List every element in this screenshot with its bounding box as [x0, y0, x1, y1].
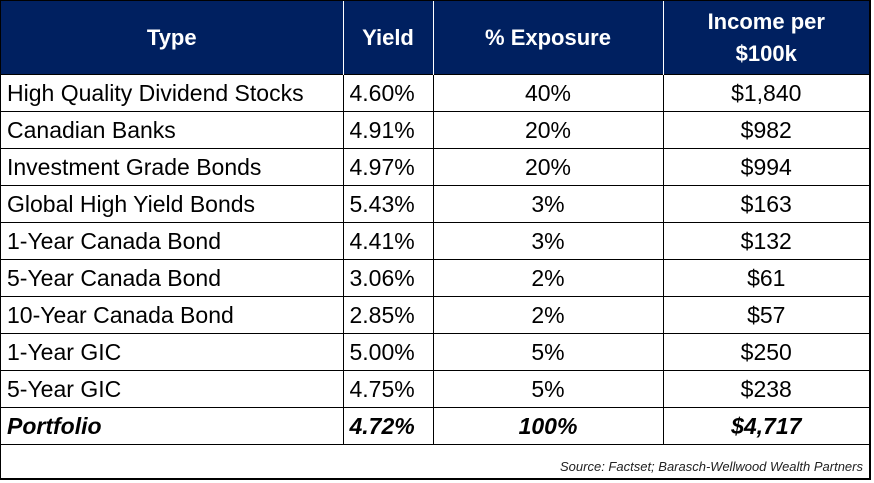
- cell-exposure: 3%: [432, 222, 664, 260]
- table-row: 5-Year Canada Bond 3.06% 2% $61: [1, 259, 869, 297]
- cell-type: 1-Year GIC: [1, 333, 344, 371]
- table-row: 5-Year GIC 4.75% 5% $238: [1, 370, 869, 408]
- income-table: Type Yield % Exposure Income per $100k H…: [1, 1, 869, 445]
- cell-yield: 2.85%: [342, 296, 434, 334]
- cell-yield: 4.75%: [342, 370, 434, 408]
- cell-income: $4,717: [662, 407, 869, 445]
- cell-type: 5-Year GIC: [1, 370, 344, 408]
- cell-income: $163: [662, 185, 869, 223]
- cell-exposure: 100%: [432, 407, 664, 445]
- cell-exposure: 2%: [432, 296, 664, 334]
- table-row: 1-Year GIC 5.00% 5% $250: [1, 333, 869, 371]
- cell-yield: 5.43%: [342, 185, 434, 223]
- table-row: 10-Year Canada Bond 2.85% 2% $57: [1, 296, 869, 334]
- table-row: Canadian Banks 4.91% 20% $982: [1, 111, 869, 149]
- cell-exposure: 20%: [432, 148, 664, 186]
- header-type: Type: [1, 1, 343, 75]
- cell-income: $994: [662, 148, 869, 186]
- cell-yield: 4.41%: [342, 222, 434, 260]
- cell-income: $61: [662, 259, 869, 297]
- cell-income: $57: [662, 296, 869, 334]
- cell-income: $250: [662, 333, 869, 371]
- cell-type: Canadian Banks: [1, 111, 344, 149]
- cell-type: Portfolio: [1, 407, 344, 445]
- cell-type: 10-Year Canada Bond: [1, 296, 344, 334]
- cell-yield: 4.72%: [342, 407, 434, 445]
- cell-yield: 4.91%: [342, 111, 434, 149]
- cell-exposure: 40%: [432, 74, 664, 112]
- cell-exposure: 5%: [432, 370, 664, 408]
- header-row: Type Yield % Exposure Income per $100k: [1, 1, 869, 75]
- total-row: Portfolio 4.72% 100% $4,717: [1, 407, 869, 445]
- header-exposure: % Exposure: [432, 1, 663, 75]
- cell-yield: 4.97%: [342, 148, 434, 186]
- cell-exposure: 2%: [432, 259, 664, 297]
- cell-yield: 5.00%: [342, 333, 434, 371]
- cell-income: $238: [662, 370, 869, 408]
- cell-exposure: 5%: [432, 333, 664, 371]
- table-row: 1-Year Canada Bond 4.41% 3% $132: [1, 222, 869, 260]
- cell-income: $982: [662, 111, 869, 149]
- cell-type: 5-Year Canada Bond: [1, 259, 344, 297]
- cell-type: Investment Grade Bonds: [1, 148, 344, 186]
- cell-type: Global High Yield Bonds: [1, 185, 344, 223]
- source-note: Source: Factset; Barasch-Wellwood Wealth…: [560, 459, 863, 474]
- table-row: Investment Grade Bonds 4.97% 20% $994: [1, 148, 869, 186]
- table-row: High Quality Dividend Stocks 4.60% 40% $1,8…: [1, 74, 869, 112]
- cell-type: High Quality Dividend Stocks: [1, 74, 344, 112]
- header-yield: Yield: [342, 1, 433, 75]
- cell-income: $132: [662, 222, 869, 260]
- cell-yield: 4.60%: [342, 74, 434, 112]
- cell-exposure: 20%: [432, 111, 664, 149]
- cell-income: $1,840: [662, 74, 869, 112]
- cell-type: 1-Year Canada Bond: [1, 222, 344, 260]
- cell-yield: 3.06%: [342, 259, 434, 297]
- table-row: Global High Yield Bonds 5.43% 3% $163: [1, 185, 869, 223]
- header-income: Income per $100k: [662, 1, 869, 75]
- cell-exposure: 3%: [432, 185, 664, 223]
